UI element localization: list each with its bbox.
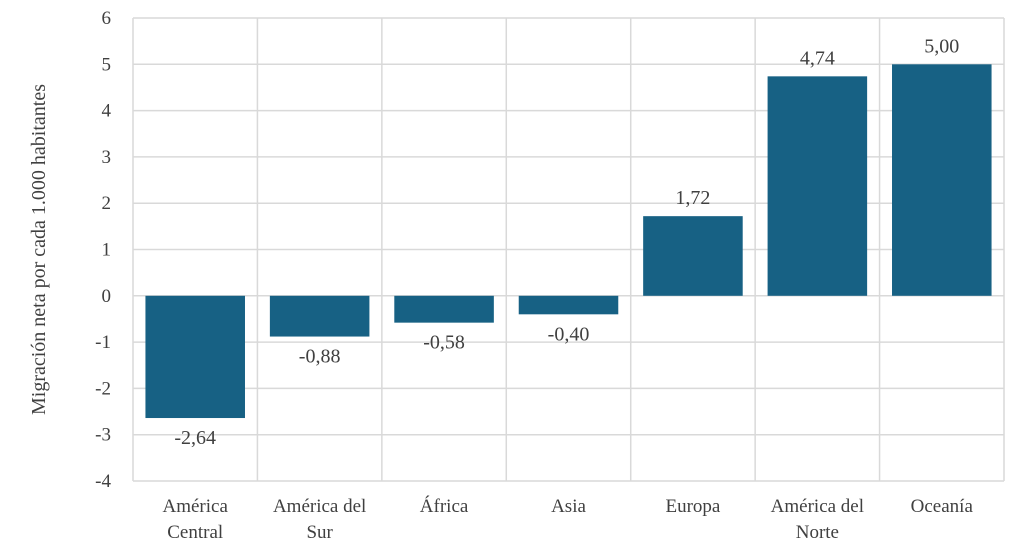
category-label: Oceanía: [911, 496, 974, 517]
y-tick-label: 5: [102, 54, 112, 75]
bar: [145, 295, 245, 419]
category-label: Asia: [551, 496, 586, 517]
y-axis-label: Migración neta por cada 1.000 habitantes: [28, 84, 50, 415]
bar: [643, 216, 743, 296]
y-tick-label: 4: [102, 101, 112, 122]
category-label: Central: [167, 522, 223, 543]
y-tick-label: 1: [102, 240, 112, 261]
y-tick-label: 0: [102, 286, 112, 307]
data-label: -2,64: [174, 427, 216, 449]
category-label: África: [420, 495, 469, 517]
data-labels-layer: -2,64 -0,88 -0,58 -0,40 1,72 4,74 5,00: [174, 35, 959, 449]
category-label: Europa: [665, 496, 720, 517]
category-label: América del: [273, 496, 366, 517]
y-tick-label: -2: [95, 378, 111, 399]
category-label: Norte: [796, 522, 839, 543]
bar: [892, 64, 992, 296]
category-label: América: [163, 496, 229, 517]
y-tick-label: -1: [95, 332, 111, 353]
data-label: 4,74: [800, 47, 835, 69]
x-axis-categories: América Central América del Sur África Asia Eu…: [163, 495, 974, 543]
bars-layer: [145, 64, 992, 419]
y-tick-label: 3: [102, 147, 112, 168]
category-label: Sur: [306, 522, 333, 543]
bar: [518, 295, 619, 315]
y-tick-label: -4: [95, 471, 111, 492]
data-label: 5,00: [924, 35, 959, 57]
bar: [767, 76, 868, 296]
data-label: -0,40: [548, 323, 590, 345]
bar: [269, 295, 370, 337]
y-tick-label: -3: [95, 425, 111, 446]
bar: [394, 295, 494, 323]
data-label: 1,72: [675, 187, 710, 209]
y-tick-label: 2: [102, 193, 112, 214]
category-label: América del: [771, 496, 864, 517]
y-tick-label: 6: [102, 8, 112, 29]
data-label: -0,58: [423, 332, 465, 354]
y-axis-ticks: -4 -3 -2 -1 0 1 2 3 4 5 6: [95, 8, 111, 492]
data-label: -0,88: [299, 346, 341, 368]
grid-layer: [132, 17, 1005, 482]
